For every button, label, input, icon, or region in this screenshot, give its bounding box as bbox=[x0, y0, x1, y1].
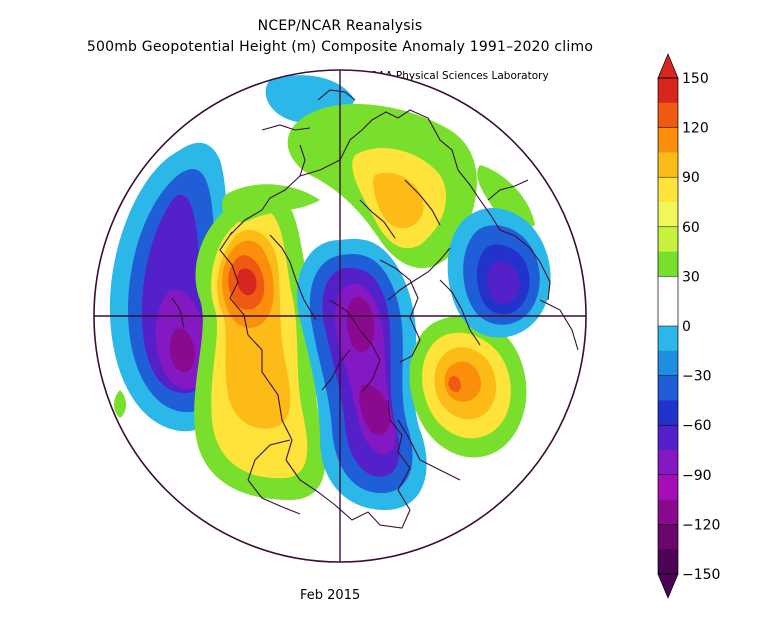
colorbar-swatch bbox=[658, 226, 678, 252]
colorbar-swatch bbox=[658, 549, 678, 575]
colorbar-swatch bbox=[658, 127, 678, 153]
colorbar-swatch bbox=[658, 400, 678, 426]
colorbar-swatch bbox=[658, 524, 678, 550]
colorbar-swatch bbox=[658, 450, 678, 476]
colorbar-label: 90 bbox=[682, 170, 700, 186]
colorbar-swatch bbox=[658, 276, 678, 302]
colorbar-labels: 150 120 90 60 30 0 −30 −60 −90 −120 −150 bbox=[658, 71, 720, 583]
colorbar-label: −90 bbox=[682, 468, 712, 484]
eastern-na-trough bbox=[296, 238, 427, 510]
coastlines bbox=[171, 89, 579, 529]
period-label: Feb 2015 bbox=[300, 588, 361, 603]
colorbar-label: −120 bbox=[682, 517, 720, 533]
map-subtitle: 500mb Geopotential Height (m) Composite … bbox=[86, 39, 594, 55]
colorbar-swatch bbox=[658, 251, 678, 277]
colorbar-swatch bbox=[658, 375, 678, 401]
colorbar-swatch bbox=[658, 152, 678, 178]
colorbar-swatch bbox=[658, 350, 678, 376]
colorbar-label: −150 bbox=[682, 567, 720, 583]
colorbar-swatch bbox=[658, 78, 678, 104]
siberia-negative bbox=[447, 208, 551, 338]
colorbar-swatch bbox=[658, 102, 678, 128]
west-na-ridge bbox=[194, 190, 326, 500]
colorbar-swatch bbox=[658, 326, 678, 352]
colorbar-label: 30 bbox=[682, 269, 700, 285]
colorbar-label: 0 bbox=[682, 319, 691, 335]
colorbar-top-arrow bbox=[657, 53, 679, 79]
colorbar-swatch bbox=[658, 301, 678, 327]
atlantic-ridge bbox=[409, 315, 527, 458]
map-boundary-circle bbox=[93, 69, 587, 563]
colorbar-bottom-arrow bbox=[657, 573, 679, 599]
pacific-negative-anomaly bbox=[109, 142, 234, 432]
colorbar-label: −30 bbox=[682, 369, 712, 385]
colorbar-label: −60 bbox=[682, 418, 712, 434]
colorbar-label: 150 bbox=[682, 71, 709, 87]
colorbar-label: 60 bbox=[682, 220, 700, 236]
colorbar-swatch bbox=[658, 425, 678, 451]
map-title: NCEP/NCAR Reanalysis bbox=[257, 18, 423, 34]
colorbar-label: 120 bbox=[682, 121, 709, 137]
eurasia-positive bbox=[287, 103, 535, 269]
colorbar-swatch bbox=[658, 499, 678, 525]
colorbar-swatch bbox=[658, 202, 678, 228]
colorbar-swatch bbox=[658, 474, 678, 500]
colorbar-swatch bbox=[658, 177, 678, 203]
